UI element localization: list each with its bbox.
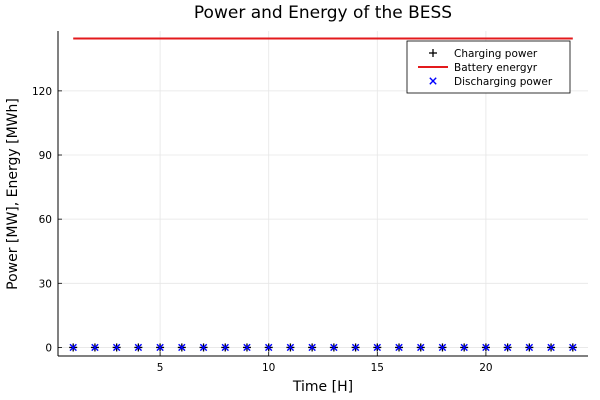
cross-stroke-b (569, 343, 577, 352)
point-discharging-power (395, 343, 403, 352)
cross-stroke-b (373, 343, 381, 352)
cross-stroke-b (482, 343, 490, 352)
y-tick-label: 60 (39, 214, 52, 226)
point-discharging-power (69, 343, 77, 352)
point-discharging-power (178, 343, 186, 352)
cross-stroke-b (91, 343, 99, 352)
point-discharging-power (351, 343, 360, 352)
cross-stroke-b (525, 343, 534, 352)
chart-title: Power and Energy of the BESS (194, 3, 452, 23)
cross-stroke-b (69, 343, 77, 352)
x-tick-label: 10 (262, 362, 275, 374)
x-tick-label: 15 (371, 362, 384, 374)
legend-label: Discharging power (454, 76, 553, 88)
y-tick-label: 0 (45, 342, 52, 354)
series (69, 37, 577, 352)
x-ticks: 5 10 15 20 (157, 352, 493, 374)
point-discharging-power (199, 343, 208, 352)
cross-stroke-b (417, 343, 425, 352)
y-axis-label: Power [MW], Energy [MWh] (5, 98, 21, 290)
cross-stroke-b (265, 343, 273, 352)
point-discharging-power (243, 343, 251, 352)
point-discharging-power (547, 343, 555, 352)
x-tick-label: 5 (157, 362, 164, 374)
cross-stroke-b (243, 343, 251, 352)
y-tick-label: 90 (39, 150, 52, 162)
cross-stroke-b (330, 343, 338, 352)
cross-stroke-b (112, 343, 121, 352)
legend-label: Charging power (454, 48, 538, 60)
legend-swatch-cross (429, 77, 437, 85)
cross-stroke-b (221, 343, 229, 352)
cross-stroke-b (438, 343, 447, 352)
cross-stroke-b (351, 343, 360, 352)
point-discharging-power (221, 343, 229, 352)
point-discharging-power (112, 343, 121, 352)
legend-swatch-plus (429, 49, 437, 57)
point-discharging-power (134, 343, 143, 352)
point-discharging-power (91, 343, 99, 352)
cross-stroke-b (286, 343, 295, 352)
cross-stroke-b (134, 343, 143, 352)
legend: Charging power Battery energyr Discharging… (406, 40, 571, 94)
point-discharging-power (460, 343, 468, 352)
point-discharging-power (525, 343, 534, 352)
cross-stroke-b (156, 343, 164, 352)
x-axis-label: Time [H] (292, 379, 353, 395)
point-discharging-power (438, 343, 447, 352)
point-discharging-power (569, 343, 577, 352)
cross-stroke-b (547, 343, 555, 352)
cross-stroke-b (308, 343, 316, 352)
point-discharging-power (286, 343, 295, 352)
y-tick-label: 120 (32, 86, 52, 98)
cross-stroke-b (429, 77, 437, 85)
cross-stroke-b (199, 343, 208, 352)
axes (57, 31, 588, 357)
point-discharging-power (417, 343, 425, 352)
legend-label: Battery energyr (454, 62, 538, 74)
cross-stroke-b (178, 343, 186, 352)
cross-stroke-b (503, 343, 512, 352)
point-discharging-power (156, 343, 164, 352)
y-tick-label: 30 (39, 278, 52, 290)
point-discharging-power (503, 343, 512, 352)
x-tick-label: 20 (479, 362, 492, 374)
point-discharging-power (265, 343, 273, 352)
point-discharging-power (330, 343, 338, 352)
point-discharging-power (482, 343, 490, 352)
cross-stroke-b (460, 343, 468, 352)
y-ticks: 0 30 60 90 120 (32, 86, 62, 354)
point-discharging-power (308, 343, 316, 352)
point-discharging-power (373, 343, 381, 352)
cross-stroke-b (395, 343, 403, 352)
